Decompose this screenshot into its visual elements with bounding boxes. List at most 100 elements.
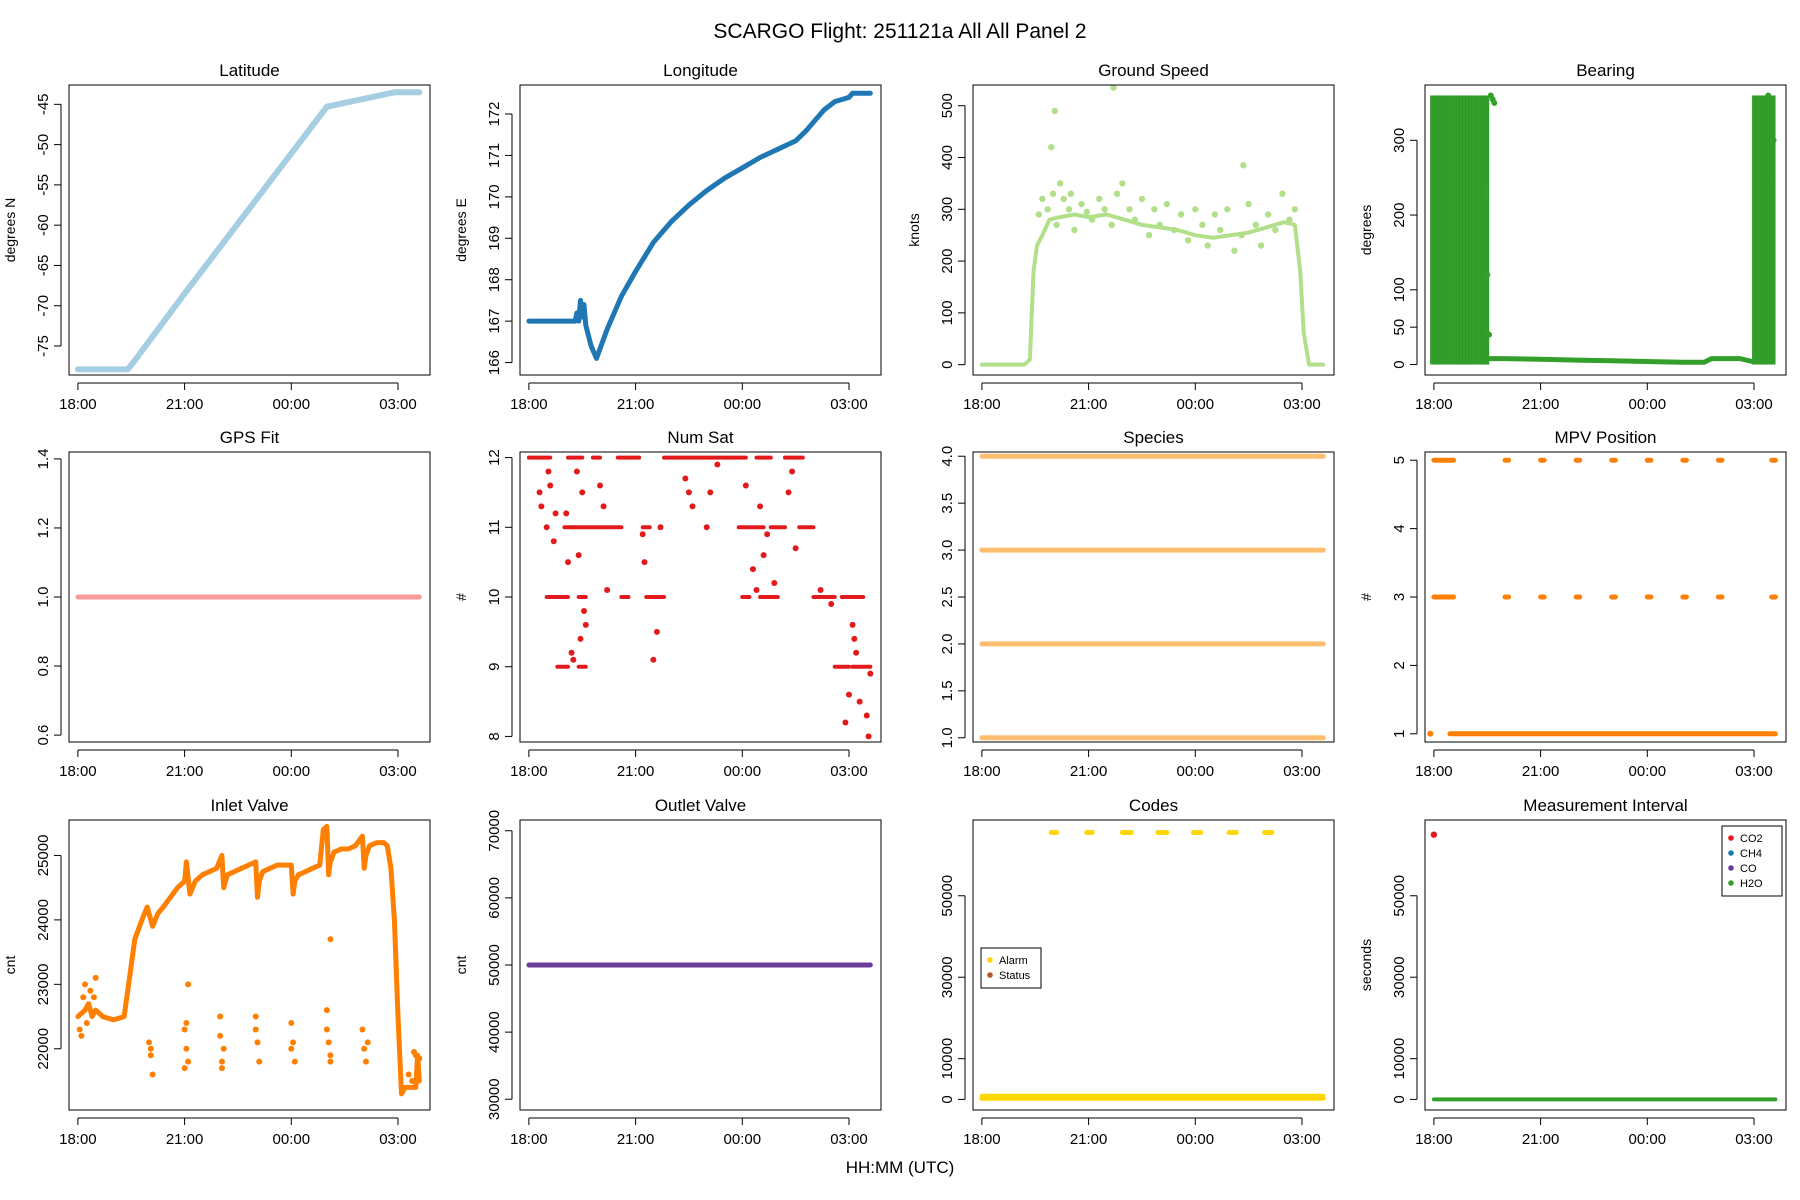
- y-tick-label: 70000: [486, 810, 503, 852]
- data-point: [1177, 211, 1185, 218]
- data-point: [1211, 211, 1219, 218]
- data-point: [749, 566, 756, 573]
- data-point: [1770, 137, 1777, 144]
- y-axis-label: seconds: [1358, 939, 1374, 991]
- data-point: [327, 1052, 334, 1059]
- chart-mpv_position: MPV Position #18:00 21:00 00:00 03:00 1 2 3 4 5: [1358, 428, 1787, 780]
- data-point: [842, 719, 849, 726]
- y-axis-label: knots: [906, 213, 922, 246]
- y-tick-label: 400: [939, 145, 956, 170]
- x-tick-label: 18:00: [59, 763, 97, 780]
- data-point: [82, 981, 89, 988]
- chart-title: Ground Speed: [1098, 61, 1209, 80]
- data-point: [600, 503, 607, 510]
- chart-title: Num Sat: [667, 428, 733, 447]
- y-tick-label: -60: [35, 214, 52, 236]
- data-point: [1486, 331, 1493, 338]
- data-point: [817, 587, 824, 594]
- data-point: [185, 1058, 192, 1065]
- plot-frame: [972, 451, 1335, 743]
- y-tick-label: 0: [939, 1095, 956, 1103]
- data-point: [536, 489, 543, 496]
- data-point: [563, 510, 570, 517]
- data-point: [217, 1013, 224, 1020]
- y-tick-label: 1.2: [35, 518, 52, 539]
- x-tick-label: 18:00: [510, 1131, 548, 1148]
- x-tick-label: 18:00: [963, 1131, 1001, 1148]
- chart-title: MPV Position: [1554, 428, 1656, 447]
- data-point: [863, 712, 870, 719]
- data-point: [327, 936, 334, 943]
- legend: CO2 CH4 CO H2O: [1721, 825, 1783, 897]
- x-tick-label: 00:00: [1177, 763, 1215, 780]
- data-point: [1224, 206, 1231, 213]
- data-point: [785, 489, 792, 496]
- data-point: [76, 1026, 83, 1033]
- data-point: [742, 482, 749, 489]
- chart-title: Species: [1123, 428, 1183, 447]
- y-tick-label: 0.6: [35, 725, 52, 746]
- data-point: [1096, 195, 1103, 203]
- data-point: [1491, 99, 1498, 106]
- data-point: [218, 1058, 225, 1065]
- y-tick-label: 200: [939, 249, 956, 274]
- y-tick-label: 10: [486, 589, 503, 606]
- plot-frame: [519, 819, 882, 1111]
- data-point: [714, 461, 721, 468]
- x-tick-label: 18:00: [510, 763, 548, 780]
- x-tick-label: 21:00: [1070, 396, 1108, 413]
- data-point: [579, 489, 586, 496]
- data-point: [865, 733, 872, 740]
- plot-frame: [1424, 84, 1787, 376]
- data-point: [1427, 730, 1434, 737]
- plot-data: [1427, 457, 1778, 737]
- data-point: [760, 552, 767, 559]
- data-point: [92, 974, 99, 981]
- data-point: [78, 1032, 85, 1039]
- data-point: [410, 1049, 417, 1055]
- x-tick-label: 21:00: [617, 1131, 655, 1148]
- x-tick-label: 21:00: [1522, 396, 1560, 413]
- y-tick-label: 10000: [1391, 1038, 1408, 1080]
- plot-frame: [1424, 819, 1787, 1111]
- data-point: [568, 649, 575, 656]
- legend-label: Status: [999, 970, 1031, 982]
- data-point: [1216, 226, 1224, 234]
- data-point: [327, 1058, 334, 1065]
- y-axis-label: cnt: [2, 956, 18, 975]
- data-point: [545, 468, 552, 475]
- chart-num_sat: Num Sat #18:00 21:00 00:00 03:00 8 9 10 11 12: [453, 428, 882, 780]
- plot-frame: [1424, 451, 1787, 743]
- plot-frame: [68, 84, 431, 376]
- x-tick-label: 18:00: [963, 396, 1001, 413]
- plot-data: [979, 453, 1326, 741]
- chart-title: GPS Fit: [220, 428, 280, 447]
- y-tick-label: -65: [35, 255, 52, 277]
- chart-longitude: Longitude degrees E 18:00 21:00 00:00 03:00 16…: [453, 61, 882, 413]
- x-tick-label: 21:00: [166, 763, 204, 780]
- x-tick-label: 03:00: [1283, 396, 1321, 413]
- data-point: [707, 489, 714, 496]
- y-tick-label: 50000: [939, 875, 956, 917]
- y-tick-label: 4.0: [939, 446, 956, 467]
- chart-outlet_valve: Outlet Valve cnt 18:00 21:00 00:00 03:00 30000…: [453, 796, 882, 1148]
- series-line: [1486, 356, 1755, 365]
- chart-title: Longitude: [663, 61, 738, 80]
- data-point: [409, 1078, 416, 1084]
- data-point: [1151, 206, 1158, 213]
- data-point: [1184, 237, 1192, 244]
- data-point: [323, 1026, 330, 1033]
- y-tick-label: 23000: [35, 963, 52, 1005]
- x-tick-label: 21:00: [617, 763, 655, 780]
- data-point: [217, 1032, 224, 1039]
- data-point: [291, 1058, 298, 1065]
- data-point: [851, 635, 858, 642]
- data-point: [753, 587, 760, 594]
- data-point: [685, 489, 692, 496]
- plot-frame: [972, 84, 1335, 376]
- y-tick-label: 200: [1391, 203, 1408, 228]
- y-tick-label: 2: [1391, 661, 1408, 669]
- x-tick-label: 18:00: [59, 1131, 97, 1148]
